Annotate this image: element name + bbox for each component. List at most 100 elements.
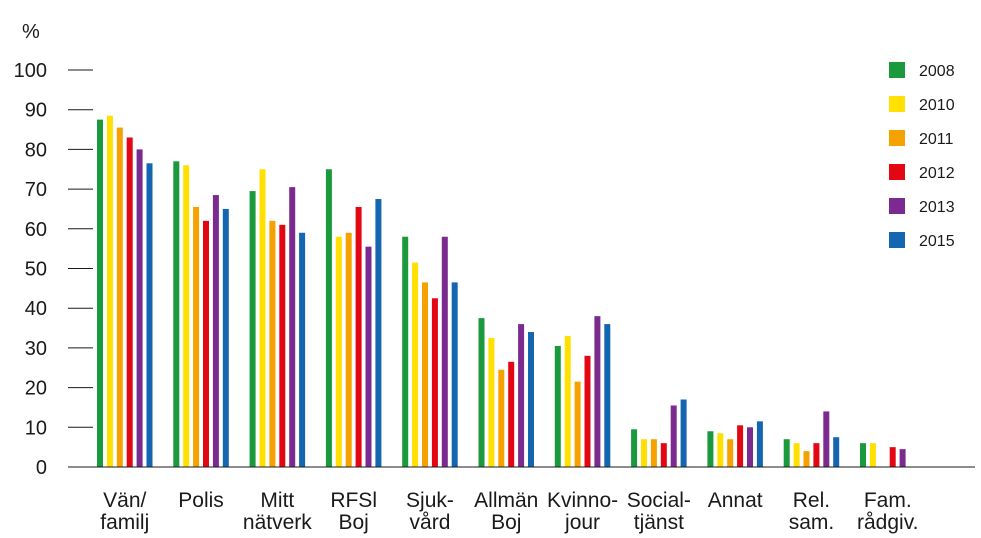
- y-tick-label: 60: [25, 219, 47, 241]
- bar-2013-10: [899, 449, 906, 467]
- bar-2015-7: [680, 399, 687, 467]
- bar-2012-4: [431, 298, 438, 467]
- bar-2013-4: [441, 236, 448, 467]
- bar-2008-2: [249, 191, 256, 467]
- legend-label-2011: 2011: [919, 131, 954, 148]
- y-tick-label: 80: [25, 139, 47, 161]
- bar-2013-8: [747, 427, 753, 467]
- bar-2010-3: [335, 236, 342, 467]
- legend-swatch-2010: [889, 96, 905, 112]
- x-axis: Vän/familj Polis Mitt nätverk RFSl Boj Sjuk-vå…: [68, 466, 975, 534]
- x-category-label: RFSl Boj: [330, 489, 377, 534]
- bar-2008-1: [173, 161, 180, 467]
- bars: [97, 115, 906, 468]
- bar-2010-8: [717, 433, 724, 467]
- bar-2011-7: [650, 439, 657, 467]
- bar-2008-8: [707, 431, 714, 467]
- y-tick-label: 50: [25, 259, 47, 281]
- y-tick-label: 20: [25, 378, 47, 400]
- bar-2015-2: [299, 232, 306, 467]
- bar-2013-9: [823, 411, 830, 467]
- bar-2010-2: [259, 169, 266, 467]
- bar-2013-3: [365, 246, 372, 467]
- bar-2012-10: [889, 447, 896, 467]
- x-category-label: Rel. sam.: [789, 489, 835, 534]
- bar-2013-2: [289, 187, 296, 468]
- bar-2008-0: [97, 119, 103, 467]
- bar-2011-0: [116, 127, 123, 467]
- x-category-label: Social-tjänst: [627, 489, 691, 534]
- bar-2013-7: [670, 405, 677, 467]
- bar-2015-8: [756, 421, 763, 467]
- bar-2011-9: [803, 451, 810, 467]
- bar-2012-8: [737, 425, 744, 467]
- legend-swatch-2013: [889, 198, 905, 214]
- bar-2012-0: [126, 137, 133, 468]
- bar-2011-1: [193, 206, 200, 467]
- bar-2011-6: [574, 381, 581, 467]
- bar-2008-3: [325, 169, 332, 467]
- y-tick-label: 90: [25, 100, 47, 122]
- bar-2008-5: [478, 318, 485, 467]
- legend: 2008 2010 2011 2012 2013 2015: [889, 62, 955, 250]
- legend-label-2012: 2012: [919, 165, 955, 182]
- bar-2010-9: [793, 443, 800, 467]
- bar-2011-5: [498, 369, 505, 467]
- y-tick-label: 70: [25, 179, 47, 201]
- bar-2015-5: [528, 332, 534, 467]
- x-category-label: Mitt nätverk: [243, 489, 312, 534]
- x-category-label: Allmän Boj: [474, 489, 538, 534]
- bar-2013-1: [212, 195, 219, 467]
- bar-2015-9: [833, 437, 840, 467]
- y-tick-label: 0: [36, 457, 47, 479]
- bar-2010-6: [564, 335, 571, 467]
- legend-swatch-2008: [889, 62, 905, 78]
- bar-2012-1: [203, 220, 209, 467]
- y-tick-label: 40: [25, 298, 47, 320]
- bar-2013-5: [518, 324, 525, 467]
- bar-2012-2: [279, 224, 286, 467]
- bar-2011-2: [269, 220, 276, 467]
- bar-2010-1: [183, 165, 190, 467]
- x-category-label: Fam. rådgiv.: [857, 489, 918, 534]
- bar-2013-6: [594, 316, 601, 467]
- bar-2010-7: [641, 439, 647, 467]
- x-category-label: Annat: [708, 489, 763, 512]
- y-axis-label: %: [22, 21, 40, 43]
- bar-2010-5: [488, 337, 495, 467]
- bar-2015-0: [146, 163, 153, 468]
- bar-2012-3: [355, 206, 362, 467]
- y-tick-label: 10: [25, 417, 47, 439]
- bar-2008-7: [631, 429, 638, 467]
- x-category-label: Sjuk-vård: [406, 489, 454, 534]
- bar-2012-6: [584, 355, 591, 467]
- bar-2012-5: [508, 361, 515, 467]
- bar-2015-4: [451, 282, 458, 467]
- bar-2011-8: [727, 439, 734, 467]
- bar-2008-10: [860, 443, 866, 467]
- bar-2015-6: [604, 324, 611, 467]
- bar-2015-3: [375, 199, 382, 467]
- legend-swatch-2015: [889, 232, 905, 248]
- bar-2010-0: [106, 115, 113, 467]
- x-category-label: Polis: [178, 489, 224, 512]
- legend-swatch-2012: [889, 164, 905, 180]
- bar-2012-7: [660, 443, 667, 467]
- bar-2015-1: [222, 208, 229, 467]
- bar-2011-4: [422, 282, 428, 467]
- legend-label-2008: 2008: [919, 63, 955, 80]
- bar-2010-10: [869, 443, 876, 467]
- bar-2010-4: [412, 262, 419, 467]
- bar-2008-6: [554, 345, 561, 467]
- y-axis: 0 10 20 30 40 50 60 70 80 90 100: [14, 60, 93, 479]
- x-category-label: Kvinno-jour: [547, 489, 618, 534]
- legend-label-2013: 2013: [919, 199, 955, 216]
- y-tick-label: 30: [25, 338, 47, 360]
- bar-2011-3: [345, 232, 352, 467]
- x-category-label: Vän/familj: [100, 489, 149, 534]
- bar-2012-9: [813, 443, 820, 467]
- bar-2008-9: [783, 439, 790, 467]
- legend-label-2015: 2015: [919, 233, 955, 250]
- legend-swatch-2011: [889, 130, 905, 146]
